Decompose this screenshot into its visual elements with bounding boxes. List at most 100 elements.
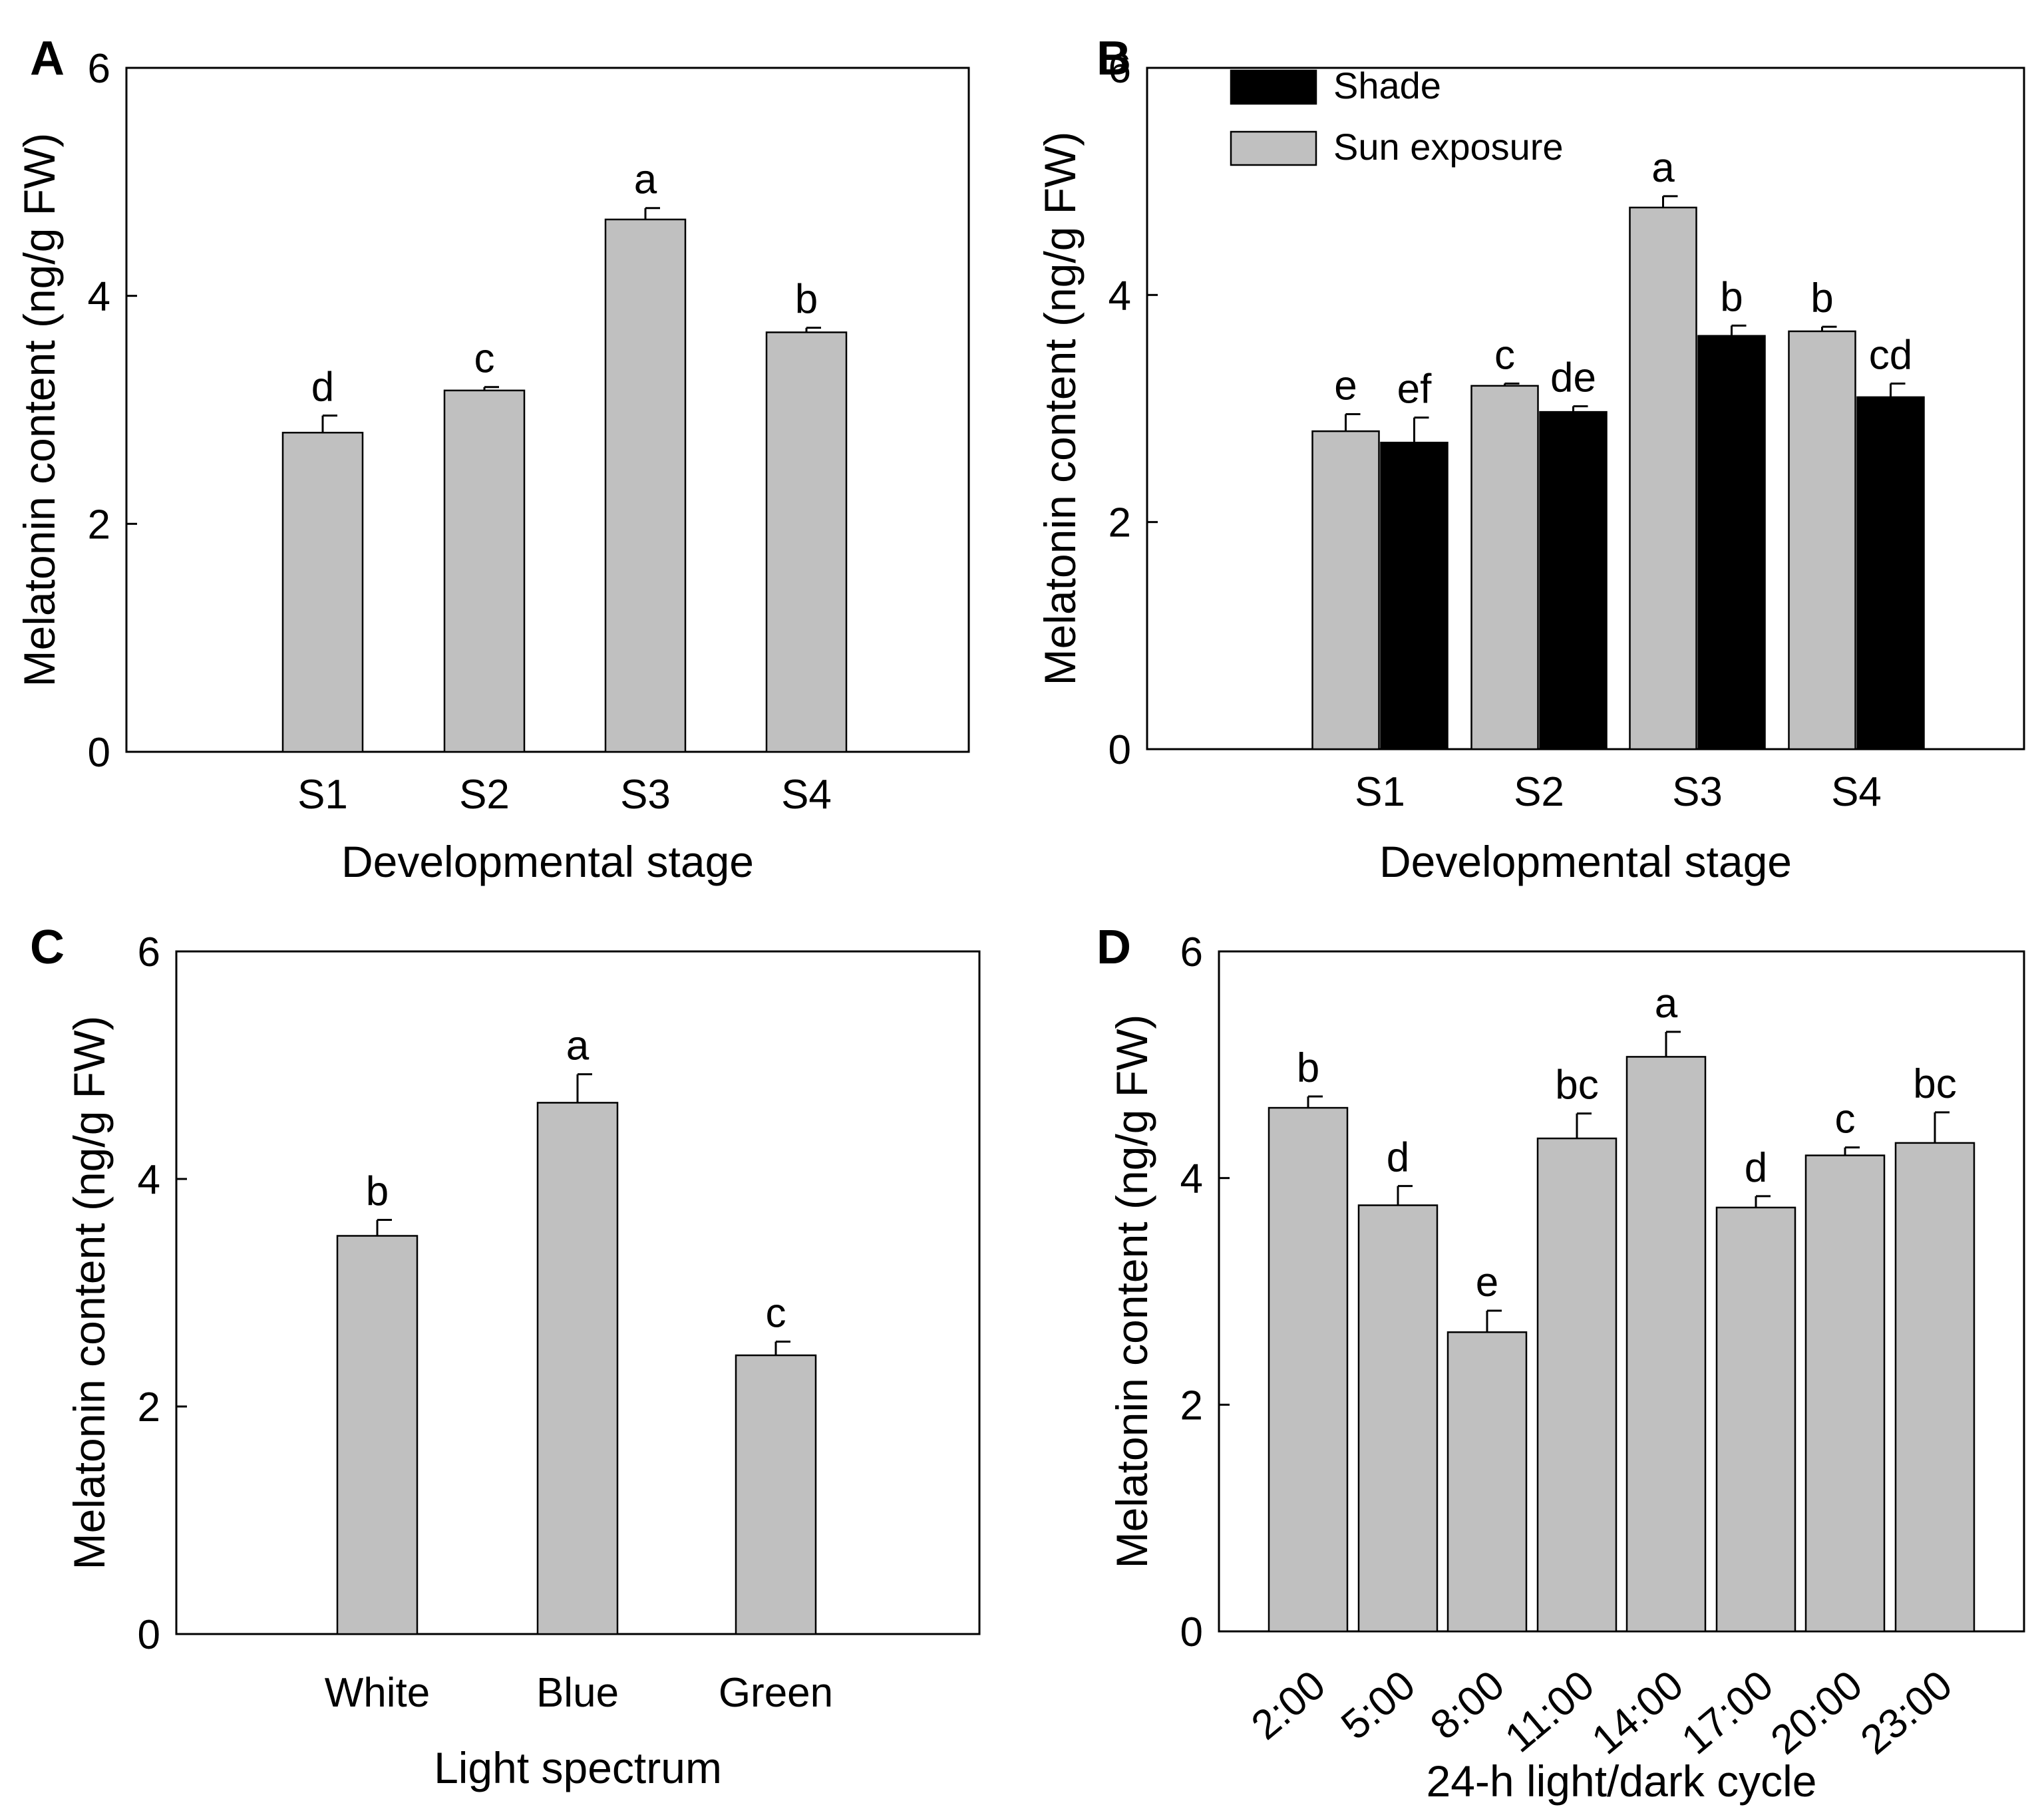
y-tick-label: 6 <box>88 46 110 92</box>
bar <box>536 1102 619 1635</box>
panel-A: A 0 2 4 6 Melatonin content (ng/g FW) Developm… <box>15 32 970 886</box>
significance-label: b <box>795 277 818 323</box>
y-axis-title: Melatonin content (ng/g FW) <box>1035 132 1085 686</box>
bar <box>765 331 848 753</box>
x-tick-label: Blue <box>536 1670 619 1716</box>
y-tick-label: 4 <box>1180 1156 1203 1202</box>
bar <box>1697 335 1766 750</box>
bar <box>1268 1106 1349 1633</box>
bar <box>336 1235 419 1635</box>
significance-label: c <box>1494 332 1515 378</box>
y-tick-label: 6 <box>138 929 160 975</box>
plot-frame <box>125 67 970 753</box>
y-axis-title: Melatonin content (ng/g FW) <box>1107 1015 1156 1569</box>
panel-letter: B <box>1097 32 1131 85</box>
bar <box>1357 1204 1439 1633</box>
x-tick-label: S4 <box>1831 769 1882 815</box>
significance-label: c <box>474 336 495 382</box>
bar <box>1788 330 1856 750</box>
bar <box>1539 411 1608 750</box>
y-tick-label: 6 <box>1108 46 1131 92</box>
x-axis-title: Developmental stage <box>341 837 754 886</box>
significance-label: d <box>311 365 334 411</box>
x-tick-label: S3 <box>620 772 671 818</box>
bar <box>1470 385 1539 750</box>
panel-letter: D <box>1097 921 1131 974</box>
significance-label: bc <box>1555 1063 1598 1108</box>
significance-label: e <box>1334 363 1357 409</box>
y-tick-label: 0 <box>138 1612 160 1658</box>
bar <box>1311 430 1380 750</box>
significance-label: a <box>1655 981 1678 1027</box>
x-tick-label: S3 <box>1672 769 1723 815</box>
y-tick-label: 0 <box>88 730 110 776</box>
y-axis-title: Melatonin content (ng/g FW) <box>15 133 64 687</box>
significance-label: a <box>634 157 657 203</box>
bar <box>281 432 364 753</box>
bar <box>604 218 687 753</box>
y-tick-label: 2 <box>88 502 110 548</box>
significance-label: b <box>1810 275 1833 321</box>
legend-label: Shade <box>1333 65 1441 106</box>
bar <box>1894 1142 1975 1633</box>
y-tick-label: 6 <box>1180 929 1203 975</box>
bar <box>1447 1331 1528 1633</box>
significance-label: c <box>766 1291 786 1337</box>
panel-letter: A <box>30 32 65 85</box>
x-axis-title: Light spectrum <box>434 1743 722 1792</box>
significance-label: d <box>1387 1135 1409 1181</box>
x-tick-label: S2 <box>459 772 510 818</box>
x-axis-title: 24-h light/dark cycle <box>1427 1756 1817 1806</box>
significance-label: b <box>366 1169 389 1215</box>
bar <box>1856 396 1925 750</box>
y-axis-title: Melatonin content (ng/g FW) <box>65 1016 114 1570</box>
y-tick-label: 4 <box>1108 273 1131 319</box>
x-tick-label: 5:00 <box>1333 1662 1424 1748</box>
y-tick-label: 4 <box>88 274 110 320</box>
x-tick-label: 8:00 <box>1422 1662 1513 1748</box>
bar <box>1536 1137 1618 1633</box>
x-tick-label: S2 <box>1514 769 1564 815</box>
bar <box>1715 1206 1796 1633</box>
x-tick-label: S1 <box>1355 769 1405 815</box>
x-tick-label: 20:00 <box>1763 1662 1871 1764</box>
x-tick-label: 2:00 <box>1243 1662 1334 1748</box>
x-tick-label: S4 <box>781 772 832 818</box>
significance-label: ef <box>1397 367 1432 412</box>
x-tick-label: S1 <box>297 772 348 818</box>
y-tick-label: 2 <box>138 1385 160 1430</box>
significance-label: bc <box>1913 1061 1956 1107</box>
x-tick-label: 23:00 <box>1852 1662 1961 1764</box>
significance-label: cd <box>1869 332 1912 378</box>
legend-swatch <box>1230 69 1317 105</box>
panel-letter: C <box>30 921 65 974</box>
y-tick-label: 0 <box>1108 727 1131 773</box>
significance-label: b <box>1297 1045 1319 1091</box>
y-tick-label: 2 <box>1180 1383 1203 1428</box>
x-axis-title: Developmental stage <box>1379 837 1792 886</box>
bar <box>735 1354 817 1635</box>
bar <box>443 389 526 753</box>
significance-label: d <box>1745 1145 1767 1191</box>
panel-C: C 0 2 4 6 Melatonin content (ng/g FW) Light sp… <box>30 921 981 1792</box>
legend-swatch <box>1230 130 1317 166</box>
y-tick-label: 2 <box>1108 500 1131 546</box>
significance-label: e <box>1476 1259 1498 1305</box>
x-tick-label: 11:00 <box>1496 1662 1603 1762</box>
x-tick-label: 17:00 <box>1673 1662 1782 1764</box>
y-tick-label: 0 <box>1180 1609 1203 1655</box>
y-tick-label: 4 <box>138 1157 160 1203</box>
x-tick-label: White <box>325 1670 430 1716</box>
significance-label: a <box>1651 145 1675 191</box>
significance-label: de <box>1550 355 1596 401</box>
legend-label: Sun exposure <box>1333 126 1564 168</box>
plot-frame <box>1218 950 2025 1633</box>
x-tick-label: 14:00 <box>1584 1662 1692 1764</box>
significance-label: a <box>566 1023 590 1069</box>
significance-label: b <box>1720 274 1743 320</box>
bar <box>1625 1056 1707 1633</box>
bar <box>1804 1154 1886 1633</box>
panel-D: D 0 2 4 6 Melatonin content (ng/g FW) 24-h lig… <box>1097 921 2025 1806</box>
bar <box>1629 206 1697 750</box>
